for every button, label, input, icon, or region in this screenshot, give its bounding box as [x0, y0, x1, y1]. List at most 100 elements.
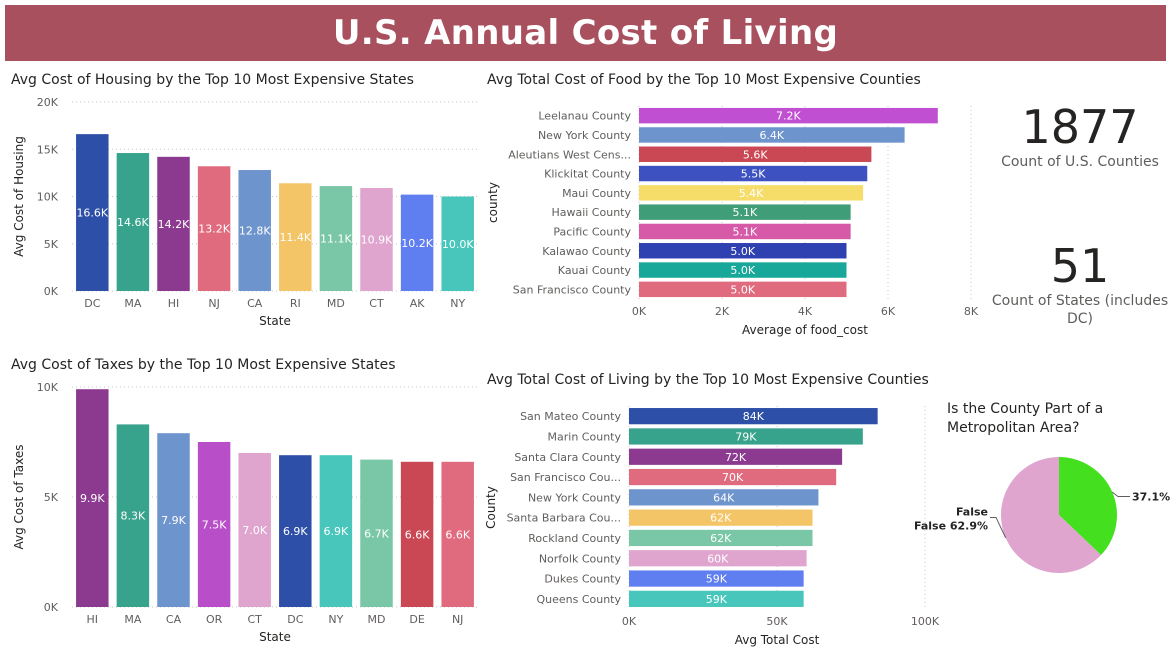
- x-tick-label: NJ: [208, 297, 219, 310]
- bar-data-label: 64K: [713, 491, 735, 504]
- y-tick-label: Kauai County: [558, 264, 632, 277]
- bar: [639, 281, 847, 298]
- bar: [279, 183, 312, 291]
- bar-data-label: 13.2K: [198, 223, 230, 236]
- x-tick-label: DE: [409, 613, 424, 626]
- bar-data-label: 6.9K: [283, 525, 308, 538]
- bar-data-label: 5.5K: [741, 168, 766, 181]
- y-tick-label: Rockland County: [528, 532, 621, 545]
- y-axis-title: county: [486, 182, 500, 223]
- bar-data-label: 14.2K: [158, 218, 190, 231]
- x-tick-label: DC: [84, 297, 100, 310]
- bar: [157, 156, 190, 291]
- x-tick-label: OR: [206, 613, 223, 626]
- y-tick-label: Klickitat County: [544, 168, 631, 181]
- y-tick-label: 20K: [37, 96, 59, 109]
- x-tick-label: CT: [369, 297, 384, 310]
- bar-data-label: 6.7K: [364, 527, 389, 540]
- bar: [441, 461, 474, 607]
- y-tick-label: 5K: [44, 238, 59, 251]
- x-tick-label: MD: [368, 613, 386, 626]
- pie-chart-title: Is the County Part of a Metropolitan Are…: [947, 401, 1104, 436]
- x-axis-title: State: [259, 314, 291, 328]
- bar: [157, 433, 190, 607]
- bar: [639, 262, 847, 278]
- x-tick-label: HI: [168, 297, 180, 310]
- bar: [639, 127, 905, 143]
- x-tick-label: CT: [247, 613, 262, 626]
- y-tick-label: San Francisco Cou...: [510, 471, 621, 484]
- bar: [629, 550, 807, 567]
- y-tick-label: Dukes County: [544, 573, 621, 586]
- x-tick-label: NY: [328, 613, 343, 626]
- bar-data-label: 10.9K: [361, 233, 393, 246]
- bar-data-label: 6.6K: [405, 528, 430, 541]
- bar-data-label: 7.2K: [776, 110, 801, 123]
- y-tick-label: Norfolk County: [539, 552, 622, 565]
- x-tick-label: NY: [450, 297, 465, 310]
- x-axis-title: Avg Total Cost: [735, 633, 820, 647]
- x-tick-label: MA: [124, 613, 141, 626]
- states-count-value: 51: [1050, 239, 1110, 293]
- housing-bar-chart: 0K 5K 10K 15K 20K 16.6K DC 14.6K MA 14.2K HI 13.2K N…: [12, 96, 478, 328]
- x-tick-label: CA: [166, 613, 182, 626]
- bar: [197, 166, 231, 291]
- x-tick-label: MD: [327, 297, 345, 310]
- y-tick-label: San Mateo County: [520, 410, 621, 423]
- taxes-chart-title: Avg Cost of Taxes by the Top 10 Most Exp…: [11, 357, 396, 373]
- bar: [400, 194, 434, 291]
- y-tick-label: 10K: [37, 381, 59, 394]
- bar: [629, 509, 813, 526]
- bar-data-label: 7.5K: [202, 519, 227, 532]
- pie-slice: [1059, 457, 1117, 555]
- y-tick-label: Santa Barbara Cou...: [507, 512, 621, 525]
- states-count-label-line2: DC): [1066, 311, 1094, 327]
- bar-data-label: 5.0K: [730, 283, 755, 296]
- dashboard-title: U.S. Annual Cost of Living: [332, 13, 839, 53]
- pie-slice: [1001, 457, 1102, 573]
- bar-data-label: 62K: [710, 512, 732, 525]
- x-tick-label: AK: [410, 297, 426, 310]
- bar: [116, 153, 150, 291]
- taxes-bar-chart: 0K 5K 10K 9.9K HI 8.3K MA 7.9K CA 7.5K OR 7.0K CT 6.9…: [12, 381, 478, 644]
- bar: [629, 408, 878, 425]
- bar: [629, 489, 819, 506]
- bar: [629, 428, 863, 445]
- pie-label: False: [956, 505, 988, 518]
- bar-data-label: 6.9K: [324, 525, 349, 538]
- bar: [441, 196, 474, 291]
- bar-data-label: 11.1K: [320, 233, 352, 246]
- x-tick-label: 100K: [911, 615, 940, 628]
- y-tick-label: 0K: [44, 285, 59, 298]
- x-tick-label: 2K: [715, 305, 730, 318]
- bar-data-label: 11.4K: [279, 231, 311, 244]
- x-tick-label: HI: [87, 613, 99, 626]
- living-hbar-chart: 0K 50K 100K 84K San Mateo County 79K Marin Cou…: [484, 406, 940, 647]
- y-tick-label: Kalawao County: [542, 245, 631, 258]
- y-tick-label: Hawaii County: [551, 206, 631, 219]
- bar: [629, 468, 837, 486]
- bar-data-label: 5.0K: [730, 264, 755, 277]
- counties-count-label: Count of U.S. Counties: [1001, 154, 1159, 170]
- x-axis-title: Average of food_cost: [742, 323, 868, 337]
- bar-data-label: 5.1K: [732, 225, 757, 238]
- bar-data-label: 8.3K: [121, 510, 146, 523]
- y-tick-label: 15K: [37, 143, 59, 156]
- y-axis-title: Avg Cost of Housing: [12, 136, 26, 257]
- states-count-card: 51 Count of States (includes DC): [985, 240, 1173, 328]
- bar-data-label: 70K: [722, 471, 744, 484]
- pie-pct-label: False 62.9%: [914, 519, 988, 532]
- bar-data-label: 5.1K: [732, 206, 757, 219]
- pie-leader-line: [1111, 491, 1130, 498]
- bar: [639, 107, 938, 124]
- food-chart-title: Avg Total Cost of Food by the Top 10 Mos…: [487, 72, 921, 88]
- bar-data-label: 72K: [725, 451, 747, 464]
- bar-data-label: 10.0K: [442, 238, 474, 251]
- x-tick-label: 8K: [964, 305, 979, 318]
- x-axis-title: State: [259, 630, 291, 644]
- food-hbar-chart: 0K 2K 4K 6K 8K 7.2K Leelanau County 6.4K New Yor…: [486, 106, 979, 337]
- x-tick-label: 0K: [632, 305, 647, 318]
- bar-data-label: 12.8K: [239, 225, 271, 238]
- bar: [238, 170, 271, 291]
- bar-data-label: 5.0K: [730, 245, 755, 258]
